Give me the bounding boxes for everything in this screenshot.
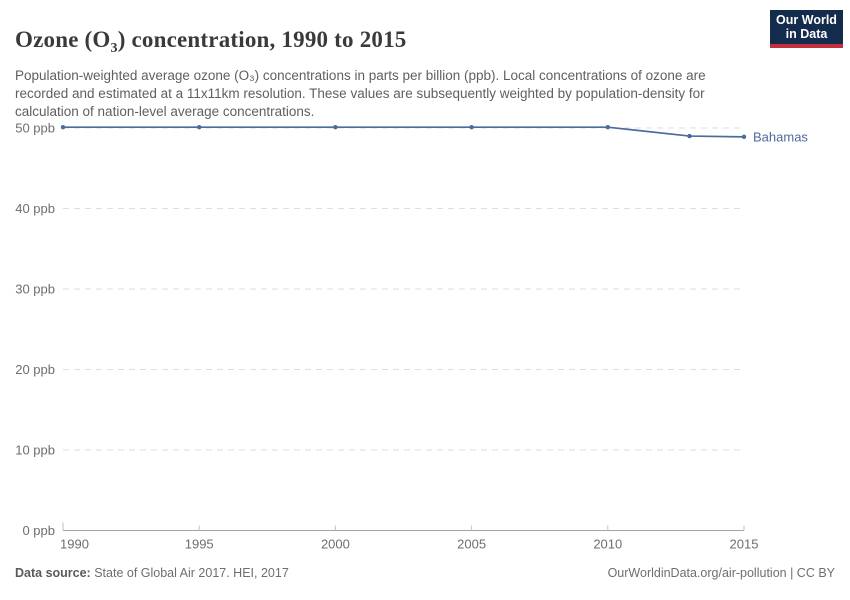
x-tick-label: 2005 xyxy=(457,537,486,552)
y-tick-label: 20 ppb xyxy=(15,362,55,377)
data-point[interactable] xyxy=(605,124,610,130)
owid-logo[interactable]: Our World in Data xyxy=(770,10,843,48)
data-point[interactable] xyxy=(197,124,202,130)
x-tick-label: 2010 xyxy=(593,537,622,552)
data-source-label: Data source: xyxy=(15,566,91,580)
data-point[interactable] xyxy=(333,124,338,130)
y-tick-label: 10 ppb xyxy=(15,443,55,458)
x-tick-label: 2000 xyxy=(321,537,350,552)
data-point[interactable] xyxy=(60,124,66,130)
data-point[interactable] xyxy=(469,124,474,130)
y-tick-label: 40 ppb xyxy=(15,201,55,216)
y-tick-label: 0 ppb xyxy=(22,523,55,538)
data-source-note: Data source: State of Global Air 2017. H… xyxy=(15,566,289,580)
owid-logo-line2: in Data xyxy=(785,27,828,41)
y-tick-label: 30 ppb xyxy=(15,282,55,297)
chart-footer: Data source: State of Global Air 2017. H… xyxy=(15,566,835,580)
series-line[interactable] xyxy=(63,126,745,138)
entity-label[interactable]: Bahamas xyxy=(753,129,808,144)
chart-title-subscript: 3 xyxy=(110,41,118,57)
license-link[interactable]: OurWorldinData.org/air-pollution | CC BY xyxy=(607,566,835,580)
chart-title-text-end: ) concentration, 1990 to 2015 xyxy=(117,27,407,53)
x-tick-label: 2015 xyxy=(730,537,759,552)
y-tick-label: 50 ppb xyxy=(15,121,55,136)
data-point[interactable] xyxy=(687,133,692,139)
data-point[interactable] xyxy=(741,134,747,140)
owid-logo-line1: Our World xyxy=(776,13,837,27)
x-tick-label: 1995 xyxy=(185,537,214,552)
chart-title-text: Ozone (O xyxy=(15,27,111,53)
chart-title: Ozone (O3) concentration, 1990 to 2015 xyxy=(15,27,407,57)
data-source-link[interactable]: State of Global Air 2017. HEI, 2017 xyxy=(90,566,289,580)
x-tick-label: 1990 xyxy=(60,537,89,552)
chart-subtitle: Population-weighted average ozone (O₃) c… xyxy=(15,67,706,119)
